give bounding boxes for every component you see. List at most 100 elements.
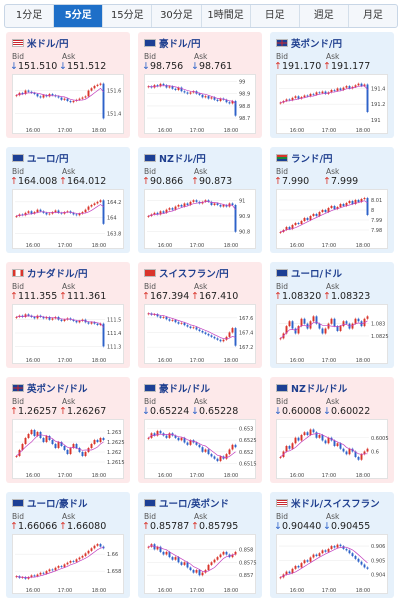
rate-card[interactable]: 米ドル/スイスフラン Bid Ask ↓0.90440 ↓0.90455 0.906 0.9… bbox=[270, 492, 394, 598]
tab-0[interactable]: 1分足 bbox=[5, 5, 55, 27]
mini-chart[interactable]: 91 90.9 90.8 16:00 17:00 18:00 bbox=[144, 189, 256, 249]
rate-card[interactable]: 米ドル/円 Bid Ask ↓151.510 ↓151.512 151.6 151.4 16:… bbox=[6, 32, 130, 138]
rate-card[interactable]: ランド/円 Bid Ask ↑7.990 ↑7.999 8.01 8 7.99 7.98 16:0… bbox=[270, 147, 394, 253]
pair-name[interactable]: ユーロ/円 bbox=[27, 154, 69, 165]
mini-chart[interactable]: 1.66 1.658 16:00 17:00 18:00 bbox=[12, 534, 124, 594]
pair-name[interactable]: NZドル/円 bbox=[159, 154, 206, 165]
pair-title[interactable]: ユーロ/円 bbox=[12, 152, 69, 165]
pair-title[interactable]: ユーロ/ドル bbox=[276, 267, 342, 280]
candle-body bbox=[231, 328, 234, 333]
arrow-down-icon: ↓ bbox=[191, 406, 199, 417]
pair-name[interactable]: ランド/円 bbox=[291, 154, 333, 165]
mini-chart[interactable]: 1.263 1.2625 1.262 1.2615 16:00 17:00 18:00 bbox=[12, 419, 125, 479]
rate-card[interactable]: スイスフラン/円 Bid Ask ↑167.394 ↑167.410 167.6 167.4… bbox=[138, 262, 262, 368]
x-tick-label: 16:00 bbox=[290, 128, 304, 134]
mini-chart[interactable]: 1.083 1.0825 16:00 17:00 18:00 bbox=[276, 304, 389, 364]
pair-title[interactable]: 豪ドル/円 bbox=[144, 37, 201, 50]
pair-name[interactable]: カナダドル/円 bbox=[27, 269, 88, 280]
pair-title[interactable]: ユーロ/豪ドル bbox=[12, 497, 88, 510]
rate-card[interactable]: ユーロ/ドル Bid Ask ↑1.08320 ↑1.08323 1.083 1.0825 1… bbox=[270, 262, 394, 368]
candle-body bbox=[192, 327, 195, 329]
mini-chart[interactable]: 111.5 111.4 111.3 16:00 17:00 18:00 bbox=[12, 304, 124, 364]
mini-chart[interactable]: 0.906 0.905 0.904 16:00 17:00 18:00 bbox=[276, 534, 388, 594]
pair-title[interactable]: カナダドル/円 bbox=[12, 267, 88, 280]
rate-card[interactable]: 豪ドル/円 Bid Ask ↓98.756 ↓98.761 99 98.9 98.8 98.7 1… bbox=[138, 32, 262, 138]
pair-title[interactable]: 米ドル/円 bbox=[12, 37, 69, 50]
rate-card[interactable]: 英ポンド/円 Bid Ask ↑191.170 ↑191.177 191.4 191.2 19… bbox=[270, 32, 394, 138]
pair-title[interactable]: スイスフラン/円 bbox=[144, 267, 229, 280]
candle-body bbox=[360, 83, 363, 87]
candle-body bbox=[15, 317, 18, 318]
rate-card[interactable]: NZドル/ドル Bid Ask ↓0.60008 ↓0.60022 0.6005 0.6 16… bbox=[270, 377, 394, 483]
moving-average-line bbox=[280, 546, 368, 578]
x-tick-label: 16:00 bbox=[26, 473, 40, 479]
tab-1[interactable]: 5分足 bbox=[54, 5, 104, 27]
candle-body bbox=[93, 203, 96, 205]
mini-chart[interactable]: 99 98.9 98.8 98.7 16:00 17:00 18:00 bbox=[144, 74, 256, 134]
ask-number: 0.60022 bbox=[330, 406, 371, 417]
pair-name[interactable]: 英ポンド/ドル bbox=[27, 384, 88, 395]
pair-name[interactable]: 米ドル/円 bbox=[27, 39, 69, 50]
ask-value: ↑7.999 bbox=[323, 176, 358, 187]
y-tick-label: 7.98 bbox=[371, 228, 382, 234]
bid-label: Bid bbox=[276, 397, 288, 406]
bid-label: Bid bbox=[144, 397, 156, 406]
y-tick-label: 1.262 bbox=[107, 450, 121, 456]
pair-name[interactable]: 英ポンド/円 bbox=[291, 39, 342, 50]
pair-title[interactable]: 英ポンド/ドル bbox=[12, 382, 88, 395]
tab-4[interactable]: 1時間足 bbox=[202, 5, 251, 27]
rate-card[interactable]: 豪ドル/ドル Bid Ask ↓0.65224 ↓0.65228 0.653 0.6525 0… bbox=[138, 377, 262, 483]
pair-name[interactable]: ユーロ/英ポンド bbox=[159, 499, 229, 510]
candle-body bbox=[303, 95, 306, 98]
pair-title[interactable]: 豪ドル/ドル bbox=[144, 382, 210, 395]
tab-7[interactable]: 月足 bbox=[362, 10, 383, 21]
tab-5[interactable]: 日足 bbox=[251, 5, 300, 27]
pair-name[interactable]: スイスフラン/円 bbox=[159, 269, 229, 280]
pair-name[interactable]: ユーロ/ドル bbox=[291, 269, 342, 280]
mini-chart[interactable]: 167.6 167.4 167.2 16:00 17:00 18:00 bbox=[144, 304, 256, 364]
tab-6[interactable]: 週足 bbox=[300, 5, 349, 27]
candle-body bbox=[87, 206, 90, 210]
mini-chart[interactable]: 0.6005 0.6 16:00 17:00 18:00 bbox=[276, 419, 389, 479]
mini-chart[interactable]: 151.6 151.4 16:00 17:00 18:00 bbox=[12, 74, 124, 134]
rate-card[interactable]: 英ポンド/ドル Bid Ask ↑1.26257 ↑1.26267 1.263 1.2625… bbox=[6, 377, 130, 483]
pair-title[interactable]: ランド/円 bbox=[276, 152, 333, 165]
candle-body bbox=[15, 456, 18, 457]
rate-card[interactable]: ユーロ/英ポンド Bid Ask ↑0.85787 ↑0.85795 0.858 0.857… bbox=[138, 492, 262, 598]
ask-number: 191.177 bbox=[330, 61, 371, 72]
eu-flag-icon bbox=[144, 499, 156, 507]
mini-chart[interactable]: 0.858 0.8575 0.857 16:00 17:00 18:00 bbox=[144, 534, 257, 594]
pair-name[interactable]: 豪ドル/ドル bbox=[159, 384, 210, 395]
candle-body bbox=[33, 92, 36, 95]
arrow-down-icon: ↓ bbox=[142, 61, 150, 72]
pair-name[interactable]: NZドル/ドル bbox=[291, 384, 348, 395]
candle-body bbox=[171, 86, 174, 89]
candle-body bbox=[75, 321, 78, 323]
arrow-up-icon: ↑ bbox=[191, 176, 199, 187]
rate-card[interactable]: NZドル/円 Bid Ask ↑90.866 ↑90.873 91 90.9 90.8 16:0… bbox=[138, 147, 262, 253]
rate-card[interactable]: ユーロ/円 Bid Ask ↑164.008 ↑164.012 164.2 164 163.8… bbox=[6, 147, 130, 253]
tab-3[interactable]: 30分足 bbox=[152, 5, 202, 27]
candle-body bbox=[27, 211, 30, 213]
rate-card[interactable]: ユーロ/豪ドル Bid Ask ↑1.66066 ↑1.66080 1.66 1.658 16… bbox=[6, 492, 130, 598]
pair-title[interactable]: NZドル/円 bbox=[144, 152, 206, 165]
mini-chart[interactable]: 164.2 164 163.8 16:00 17:00 18:00 bbox=[12, 189, 124, 249]
pair-title[interactable]: 英ポンド/円 bbox=[276, 37, 342, 50]
candle-body bbox=[303, 560, 306, 564]
mini-chart[interactable]: 191.4 191.2 191 16:00 17:00 18:00 bbox=[276, 74, 388, 134]
pair-name[interactable]: 米ドル/スイスフラン bbox=[291, 499, 380, 510]
pair-name[interactable]: ユーロ/豪ドル bbox=[27, 499, 88, 510]
ask-label: Ask bbox=[194, 167, 208, 176]
pair-title[interactable]: ユーロ/英ポンド bbox=[144, 497, 229, 510]
rate-card[interactable]: カナダドル/円 Bid Ask ↑111.355 ↑111.361 111.5 111.4 1… bbox=[6, 262, 130, 368]
mini-chart[interactable]: 0.653 0.6525 0.652 0.6515 16:00 17:00 18:00 bbox=[144, 419, 257, 479]
tab-2[interactable]: 15分足 bbox=[103, 5, 153, 27]
candle-body bbox=[39, 572, 42, 575]
eu-flag-icon bbox=[12, 154, 24, 162]
candle-body bbox=[210, 335, 213, 337]
pair-name[interactable]: 豪ドル/円 bbox=[159, 39, 201, 50]
pair-title[interactable]: NZドル/ドル bbox=[276, 382, 348, 395]
pair-title[interactable]: 米ドル/スイスフラン bbox=[276, 497, 380, 510]
ask-label: Ask bbox=[326, 282, 340, 291]
mini-chart[interactable]: 8.01 8 7.99 7.98 16:00 17:00 18:00 bbox=[276, 189, 388, 249]
